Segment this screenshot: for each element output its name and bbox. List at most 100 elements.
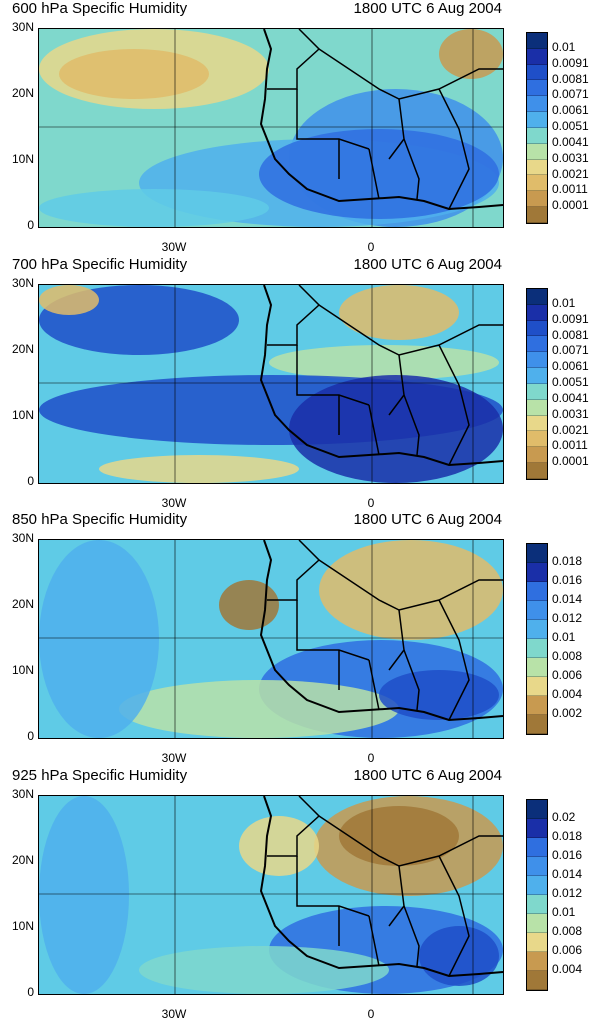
contour-fill <box>289 375 503 483</box>
lat-label: 10N <box>11 919 34 933</box>
country-border <box>318 559 503 611</box>
colorbar-label: 0.0021 <box>552 166 589 181</box>
colorbar-swatch <box>527 715 547 734</box>
contour-fill <box>39 540 159 738</box>
contour-fill <box>339 285 459 340</box>
panel-time: 1800 UTC 6 Aug 2004 <box>353 511 502 528</box>
colorbar-label: 0.008 <box>552 924 583 938</box>
colorbar-label: 0.0081 <box>552 71 589 86</box>
lat-label: 10N <box>11 152 34 166</box>
map-area <box>38 28 504 228</box>
contour-fill <box>99 455 299 483</box>
colorbar-label: 0.0051 <box>552 375 589 389</box>
colorbar-label: 0.0041 <box>552 390 589 405</box>
colorbar-label: 0.01 <box>552 295 576 310</box>
colorbar-swatch <box>527 857 547 876</box>
lon-label: 30W <box>161 1007 187 1021</box>
lat-label: 20N <box>11 86 34 100</box>
contour-fill <box>439 29 503 79</box>
colorbar-swatch <box>527 33 547 49</box>
humidity-contour-map <box>39 285 503 483</box>
lat-label: 30N <box>11 787 34 801</box>
country-border <box>296 89 370 150</box>
colorbar-swatch <box>527 914 547 933</box>
panel-time: 1800 UTC 6 Aug 2004 <box>353 256 502 273</box>
colorbar-swatch <box>527 175 547 192</box>
colorbar-label: 0.0091 <box>552 55 589 70</box>
colorbar-swatch <box>527 336 547 353</box>
panel-title: 600 hPa Specific Humidity <box>12 0 188 17</box>
country-border <box>296 600 370 661</box>
lat-label: 20N <box>11 853 34 867</box>
country-border <box>438 344 470 466</box>
colorbar-label: 0.0021 <box>552 422 589 437</box>
map-area <box>38 795 504 995</box>
panel-title: 700 hPa Specific Humidity <box>12 256 188 273</box>
lon-label: 30W <box>161 751 187 765</box>
colorbar-label: 0.004 <box>552 687 583 701</box>
colorbar-label: 0.014 <box>552 592 583 606</box>
colorbar-label: 0.006 <box>552 668 583 682</box>
lon-label: 0 <box>367 496 375 510</box>
country-border <box>318 304 503 356</box>
country-border <box>267 29 321 90</box>
colorbar-label: 0.004 <box>552 962 583 976</box>
coastline <box>259 285 503 467</box>
contour-fill <box>239 816 319 876</box>
lon-label: 0 <box>367 751 375 765</box>
colorbar-swatch <box>527 320 547 337</box>
country-border <box>338 905 420 967</box>
colorbar-swatch <box>527 447 547 464</box>
colorbar-label: 0.01 <box>552 630 576 644</box>
country-border <box>267 285 321 346</box>
contour-fill <box>319 540 503 640</box>
colorbar-swatch <box>527 48 547 65</box>
colorbar-label: 0.006 <box>552 943 583 957</box>
panel-time: 1800 UTC 6 Aug 2004 <box>353 0 502 17</box>
country-border <box>438 88 470 210</box>
lat-label: 10N <box>11 663 34 677</box>
lon-label: 0 <box>367 1007 375 1021</box>
coastline <box>259 29 503 211</box>
colorbar-swatch <box>527 207 547 223</box>
colorbar-label: 0.0061 <box>552 103 589 118</box>
contour-fill <box>139 946 389 994</box>
colorbar-swatch <box>527 658 547 677</box>
humidity-contour-map <box>39 540 503 738</box>
colorbar <box>526 543 548 735</box>
colorbar-swatch <box>527 819 547 838</box>
lat-label: 0 <box>27 729 34 743</box>
country-border <box>267 540 321 601</box>
colorbar-swatch <box>527 971 547 990</box>
country-border <box>438 599 470 721</box>
lat-label: 30N <box>11 276 34 290</box>
colorbar-label: 0.02 <box>552 810 576 824</box>
colorbar-label: 0.01 <box>552 905 576 919</box>
colorbar-swatch <box>527 289 547 305</box>
country-border <box>296 345 370 406</box>
contour-fill <box>39 285 99 315</box>
country-border <box>318 48 503 100</box>
colorbar-label: 0.0031 <box>552 150 589 165</box>
colorbar-swatch <box>527 64 547 81</box>
country-border <box>338 649 420 711</box>
contour-fill <box>339 806 459 866</box>
colorbar-swatch <box>527 96 547 113</box>
lon-label: 30W <box>161 496 187 510</box>
lat-label: 10N <box>11 408 34 422</box>
lat-label: 0 <box>27 218 34 232</box>
humidity-contour-map <box>39 29 503 227</box>
colorbar-label: 0.002 <box>552 706 583 720</box>
colorbar-swatch <box>527 368 547 384</box>
colorbar-swatch <box>527 463 547 479</box>
contour-fill <box>379 670 499 720</box>
colorbar-label: 0.0071 <box>552 343 589 358</box>
contour-fill <box>39 189 269 227</box>
colorbar-label: 0.0011 <box>552 182 588 197</box>
contour-fill <box>59 49 209 99</box>
country-border <box>296 856 370 917</box>
colorbar-label: 0.0081 <box>552 327 589 342</box>
lat-label: 30N <box>11 531 34 545</box>
panel-title: 925 hPa Specific Humidity <box>12 767 188 784</box>
colorbar-swatch <box>527 952 547 971</box>
